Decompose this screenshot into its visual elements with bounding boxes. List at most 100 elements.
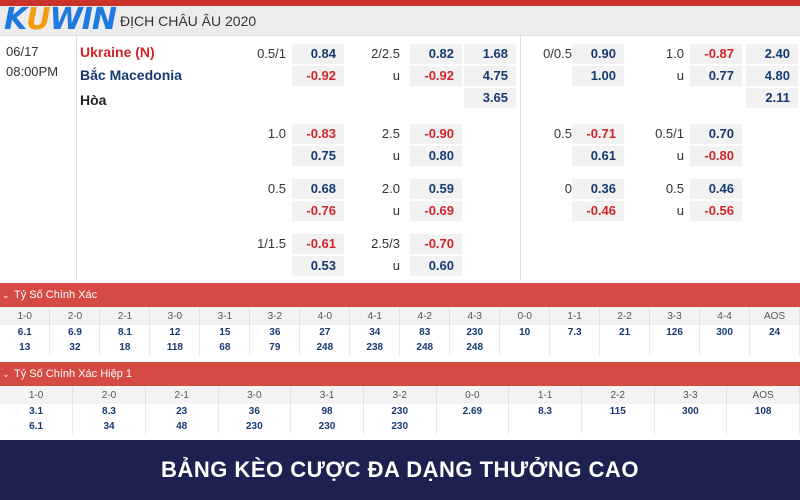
score-odds-cell[interactable]: 300 [654,404,728,419]
correct-score-h1-bar[interactable]: ⌄ Tỷ Số Chính Xác Hiệp 1 [0,362,800,386]
under-label: u [392,68,400,83]
score-odds-cell[interactable]: 6.1 [0,419,74,434]
score-odds-cell[interactable]: 108 [726,404,800,419]
score-odds-cell[interactable]: 238 [349,340,401,355]
score-odds-cell[interactable]: 68 [199,340,251,355]
score-odds-cell[interactable]: 230 [363,419,437,434]
odds-cell[interactable]: 0.36 [572,179,624,199]
odds-cell[interactable]: -0.92 [292,66,344,86]
odds-cell[interactable]: 0.82 [410,44,462,64]
odds-cell[interactable]: -0.61 [292,234,344,254]
odds-cell[interactable]: -0.92 [410,66,462,86]
odds-cell[interactable]: -0.87 [690,44,742,64]
score-odds-cell [581,419,655,434]
score-odds-cell[interactable]: 79 [249,340,301,355]
score-header: 1-0 [0,307,51,325]
score-odds-cell[interactable]: 10 [499,325,551,340]
score-odds-cell[interactable]: 98 [290,404,364,419]
score-header: AOS [749,307,800,325]
score-odds-cell[interactable]: 230 [218,419,292,434]
odds-cell[interactable]: -0.71 [572,124,624,144]
score-odds-cell [654,419,728,434]
correct-score-title: Tỷ Số Chính Xác [14,289,98,301]
score-header: 2-0 [72,386,146,404]
league-header[interactable]: ĐỊCH CHÂU ÂU 2020 [0,6,800,36]
score-odds-cell[interactable]: 230 [290,419,364,434]
odds-cell[interactable]: 2.11 [746,88,798,108]
score-odds-cell[interactable]: 83 [399,325,451,340]
odds-cell[interactable]: 0.46 [690,179,742,199]
ou-line: 2.0 [381,181,400,196]
score-odds-cell[interactable]: 24 [749,325,800,340]
score-odds-cell[interactable]: 36 [218,404,292,419]
score-odds-cell[interactable]: 248 [299,340,351,355]
score-odds-cell[interactable]: 230 [363,404,437,419]
score-odds-cell[interactable]: 248 [399,340,451,355]
odds-cell[interactable]: 1.00 [572,66,624,86]
score-odds-cell[interactable]: 18 [99,340,151,355]
odds-cell[interactable]: -0.69 [410,201,462,221]
score-odds-cell[interactable]: 6.1 [0,325,51,340]
odds-cell[interactable]: -0.83 [292,124,344,144]
ou-line: 2.5 [381,126,400,141]
odds-cell[interactable]: -0.76 [292,201,344,221]
odds-cell[interactable]: 0.90 [572,44,624,64]
score-odds-cell[interactable]: 8.1 [99,325,151,340]
odds-cell[interactable]: 0.68 [292,179,344,199]
odds-cell[interactable]: 0.60 [410,256,462,276]
score-odds-cell[interactable]: 34 [349,325,401,340]
score-header: 4-2 [399,307,451,325]
score-odds-cell[interactable]: 300 [699,325,751,340]
odds-cell[interactable]: 3.65 [464,88,516,108]
chevron-down-icon[interactable]: ⌄ [2,290,10,300]
score-odds-cell[interactable]: 118 [149,340,201,355]
score-odds-cell[interactable]: 126 [649,325,701,340]
under-label: u [676,148,684,163]
table-row: 6.1 6.9 8.1 12 15 36 27 34 83 230 10 7.3 21 126 300 24 [0,325,800,340]
odds-cell[interactable]: 0.61 [572,146,624,166]
odds-cell[interactable]: 0.59 [410,179,462,199]
table-row: 3.1 8.3 23 36 98 230 2.69 8.3 115 300 108 [0,404,800,419]
score-odds-cell[interactable]: 8.3 [72,404,146,419]
odds-cell[interactable]: -0.70 [410,234,462,254]
odds-cell[interactable]: 0.70 [690,124,742,144]
score-odds-cell[interactable]: 115 [581,404,655,419]
score-odds-cell[interactable]: 27 [299,325,351,340]
odds-cell[interactable]: 0.75 [292,146,344,166]
odds-cell[interactable]: 4.75 [464,66,516,86]
score-odds-cell[interactable]: 23 [145,404,219,419]
banner-text: BẢNG KÈO CƯỢC ĐA DẠNG THƯỞNG CAO [161,457,639,482]
odds-cell[interactable]: 1.68 [464,44,516,64]
chevron-down-icon[interactable]: ⌄ [2,369,10,379]
correct-score-h1-title: Tỷ Số Chính Xác Hiệp 1 [14,368,133,380]
score-odds-cell[interactable]: 230 [449,325,501,340]
score-odds-cell[interactable]: 8.3 [508,404,582,419]
ou-line: 0.5/1 [655,126,684,141]
odds-cell[interactable]: 2.40 [746,44,798,64]
odds-cell[interactable]: 0.53 [292,256,344,276]
score-odds-cell[interactable]: 32 [49,340,101,355]
score-odds-cell[interactable]: 15 [199,325,251,340]
odds-cell[interactable]: -0.56 [690,201,742,221]
odds-cell[interactable]: 4.80 [746,66,798,86]
score-odds-cell[interactable]: 13 [0,340,51,355]
score-odds-cell[interactable]: 34 [72,419,146,434]
score-odds-cell[interactable]: 7.3 [549,325,601,340]
score-odds-cell[interactable]: 36 [249,325,301,340]
score-odds-cell[interactable]: 12 [149,325,201,340]
score-odds-cell[interactable]: 48 [145,419,219,434]
score-odds-cell[interactable]: 6.9 [49,325,101,340]
score-odds-cell[interactable]: 2.69 [436,404,510,419]
odds-cell[interactable]: 0.80 [410,146,462,166]
odds-cell[interactable]: -0.46 [572,201,624,221]
odds-cell[interactable]: 0.77 [690,66,742,86]
odds-cell[interactable]: -0.90 [410,124,462,144]
score-odds-cell[interactable]: 3.1 [0,404,74,419]
under-label: u [392,203,400,218]
score-header: 3-1 [199,307,251,325]
score-odds-cell[interactable]: 248 [449,340,501,355]
correct-score-bar[interactable]: ⌄ Tỷ Số Chính Xác [0,283,800,307]
odds-cell[interactable]: 0.84 [292,44,344,64]
odds-cell[interactable]: -0.80 [690,146,742,166]
score-odds-cell[interactable]: 21 [599,325,651,340]
